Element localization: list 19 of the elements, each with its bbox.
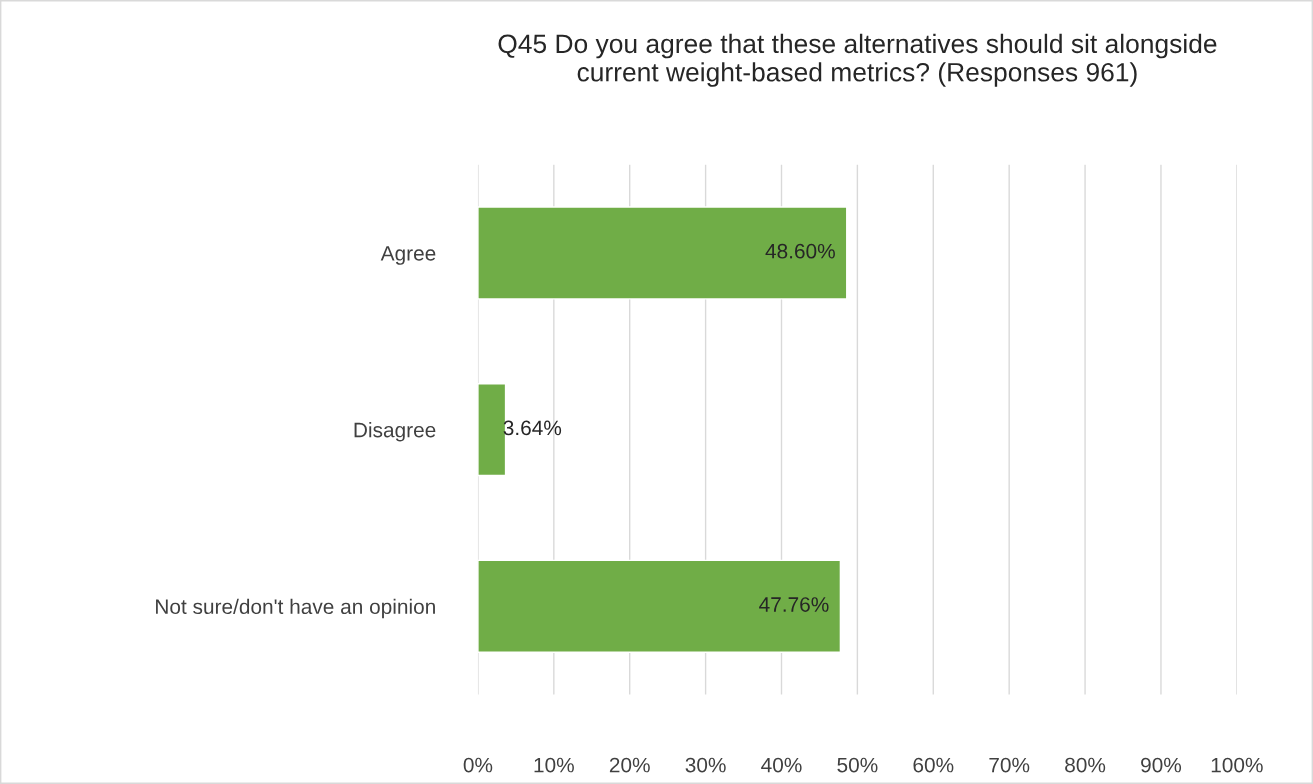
- x-tick-label: 100%: [1211, 757, 1263, 773]
- x-tick-label: 50%: [837, 757, 878, 773]
- x-tick-label: 10%: [534, 757, 574, 773]
- bar: [477, 206, 848, 300]
- x-tick-label: 30%: [685, 757, 726, 773]
- x-tick-label: 90%: [1141, 757, 1182, 773]
- y-tick-label: Disagree: [354, 422, 436, 442]
- bar: [477, 559, 842, 653]
- data-label: 48.60%: [765, 243, 835, 259]
- x-tick-label: 70%: [989, 757, 1030, 773]
- y-tick-label: Not sure/don't have an opinion: [156, 598, 435, 619]
- x-tick-label: 60%: [913, 757, 954, 773]
- data-label: 47.76%: [759, 597, 829, 612]
- x-tick-label: 80%: [1065, 757, 1106, 773]
- x-tick-label: 20%: [609, 757, 650, 773]
- y-tick-label: Agree: [380, 246, 436, 265]
- chart-title: Q45 Do you agree that these alternatives should sit alongside current weight-based metrics? (Responses 961): [498, 33, 1217, 87]
- x-tick-label: 40%: [761, 757, 802, 773]
- x-tick-label: 0%: [463, 757, 493, 773]
